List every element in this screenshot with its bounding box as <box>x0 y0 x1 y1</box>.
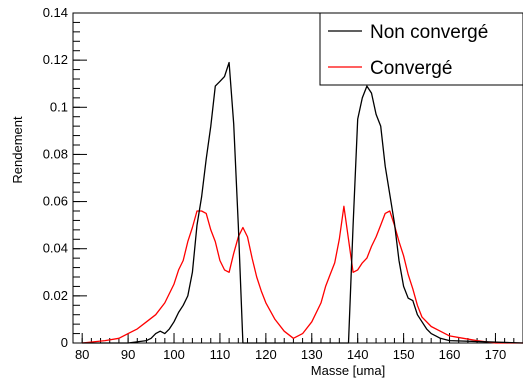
x-axis: 80 90 100 110 120 130 140 150 160 170 <box>72 333 523 362</box>
x-tick-label: 130 <box>301 347 323 362</box>
y-tick-label: 0.06 <box>43 194 68 209</box>
legend-box <box>319 12 523 86</box>
y-tick-label: 0.02 <box>43 288 68 303</box>
legend-label-converge: Convergé <box>370 58 452 79</box>
y-tick-label: 0.1 <box>50 99 68 114</box>
legend: Non convergé Convergé <box>319 12 523 86</box>
x-tick-label: 100 <box>163 347 185 362</box>
x-tick-label: 110 <box>210 347 231 362</box>
series-line-1 <box>82 205 523 344</box>
y-tick-label: 0.04 <box>43 241 68 256</box>
x-tick-label: 90 <box>121 347 135 362</box>
x-tick-label: 170 <box>485 347 507 362</box>
y-axis: 0 0.02 0.04 0.06 0.08 0.1 0.12 0.14 <box>43 5 87 350</box>
legend-label-non-converge: Non convergé <box>370 22 488 43</box>
x-tick-label: 120 <box>255 347 277 362</box>
y-axis-title: Rendement <box>10 116 25 184</box>
x-tick-label: 80 <box>75 347 89 362</box>
y-tick-label: 0.14 <box>43 5 68 20</box>
y-tick-label: 0.12 <box>43 52 68 67</box>
y-tick-label: 0 <box>61 335 68 350</box>
series-line-0 <box>82 61 523 344</box>
x-tick-label: 140 <box>347 347 369 362</box>
x-tick-label: 160 <box>439 347 461 362</box>
series-layer <box>82 61 523 344</box>
x-tick-label: 150 <box>393 347 415 362</box>
x-axis-title: Masse [uma] <box>311 363 385 378</box>
y-tick-label: 0.08 <box>43 146 68 161</box>
